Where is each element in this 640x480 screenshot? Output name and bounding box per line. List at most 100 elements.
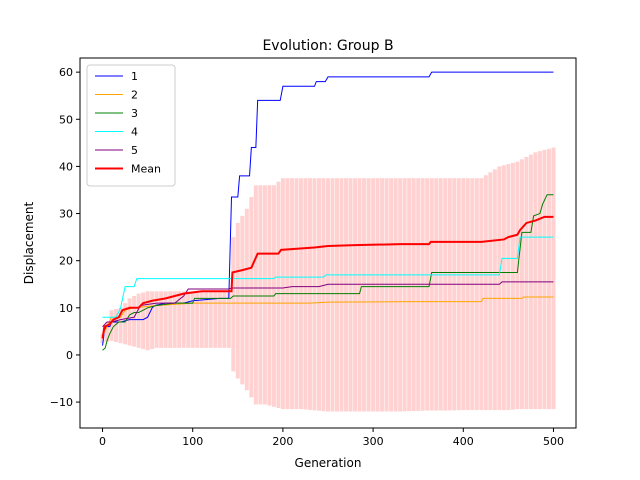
band-bar-9 [141,292,146,350]
legend-label-3: 3 [131,107,138,120]
y-axis-label: Displacement [22,201,36,284]
band-bar-90 [506,164,511,411]
y-tick-label-2: 10 [59,302,73,315]
band-bar-6 [127,298,132,346]
band-bar-74 [434,178,439,411]
band-bar-98 [542,149,547,410]
band-bar-34 [253,185,258,405]
band-bar-79 [456,178,461,411]
chart-title: Evolution: Group B [262,38,393,54]
band-bar-30 [235,222,240,379]
x-tick-label-1: 100 [182,435,203,448]
band-bar-65 [393,178,398,412]
band-bar-31 [240,215,245,385]
legend-label-4: 4 [131,126,138,139]
series-line-3 [102,194,554,351]
band-bar-20 [190,291,195,348]
band-bar-61 [375,178,380,412]
band-bar-4 [118,307,123,344]
y-tick-label-1: 0 [66,349,73,362]
band-bar-8 [136,293,141,348]
band-bar-71 [420,178,425,411]
band-bar-69 [411,178,416,412]
band-bar-84 [479,178,484,411]
band-bar-82 [470,178,475,411]
band-bar-52 [335,178,340,412]
band-bar-47 [312,178,317,411]
band-bar-2 [109,310,114,341]
band-bar-99 [546,148,551,410]
y-axis-ticks: −10 0 10 20 30 40 50 60 [50,66,80,409]
band-bar-75 [438,178,443,411]
band-bar-68 [407,178,412,412]
band-bar-94 [524,156,529,410]
band-bar-3 [114,308,119,342]
series-lines [101,71,554,351]
band-bar-5 [123,303,128,345]
band-bar-23 [204,291,209,348]
band-bar-18 [181,291,186,348]
band-bar-100 [551,147,556,410]
band-bar-93 [519,159,524,410]
band-bar-66 [398,178,403,412]
band-bar-77 [447,178,452,411]
band-bar-16 [172,291,177,348]
band-bar-21 [195,291,200,348]
x-tick-label-5: 500 [543,435,564,448]
y-tick-label-6: 50 [59,113,73,126]
band-bar-64 [389,178,394,412]
legend: 1 2 3 4 5 Mean [86,64,176,187]
band-bar-39 [276,181,281,408]
band-bar-91 [510,162,515,410]
band-bar-83 [474,178,479,411]
band-bar-49 [321,178,326,412]
legend-label-2: 2 [131,89,138,102]
band-bar-22 [199,291,204,348]
series-line-4 [102,236,554,318]
band-bar-13 [159,291,164,348]
y-tick-label-5: 40 [59,160,73,173]
x-tick-label-4: 400 [453,435,474,448]
band-bar-7 [132,296,137,347]
band-bar-25 [213,291,218,348]
band-bar-19 [186,291,191,348]
band-bar-11 [150,291,155,350]
band-bar-15 [168,291,173,348]
band-bar-17 [177,291,182,348]
series-line-5 [102,281,554,328]
band-bar-88 [497,166,502,411]
band-bar-86 [488,172,493,411]
band-bar-80 [461,178,466,411]
y-tick-label-4: 30 [59,208,73,221]
band-bar-78 [452,178,457,411]
legend-frame [86,64,176,187]
band-bar-57 [357,178,362,412]
band-bar-28 [226,291,231,348]
series-line-6 [101,215,554,339]
band-bar-36 [262,185,267,405]
band-bar-72 [425,178,430,411]
band-bar-50 [326,178,330,412]
legend-label-6: Mean [131,163,161,176]
band-bar-92 [515,161,520,410]
band-bar-27 [222,291,227,348]
x-tick-label-3: 300 [363,435,384,448]
band-bar-29 [231,237,236,372]
y-tick-label-7: 60 [59,66,73,79]
legend-label-5: 5 [131,144,138,157]
x-axis-label: Generation [295,456,362,470]
x-tick-label-2: 200 [272,435,293,448]
band-bar-53 [339,178,344,412]
band-bar-14 [163,291,168,348]
x-axis-ticks: 0 100 200 300 400 500 [99,428,564,448]
band-bar-1 [105,321,110,342]
x-tick-label-0: 0 [99,435,106,448]
band-bar-76 [443,178,448,411]
band-bar-54 [344,178,349,412]
band-bar-56 [353,178,358,412]
band-bar-35 [258,185,263,405]
band-bar-60 [371,178,376,412]
band-bar-73 [429,178,434,411]
legend-label-1: 1 [131,70,138,83]
